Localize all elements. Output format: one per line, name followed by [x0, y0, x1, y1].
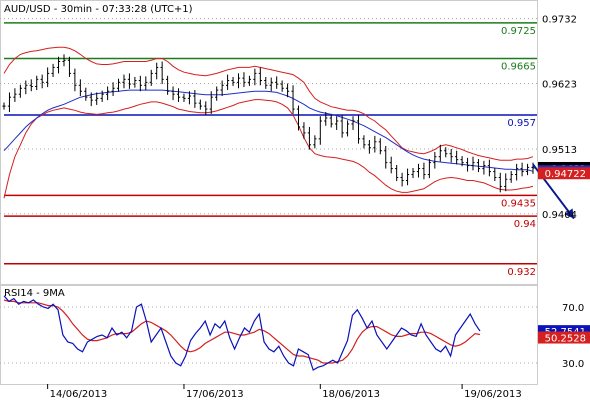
price-tag-box [538, 167, 590, 180]
x-tick-label: 19/06/2013 [464, 389, 522, 400]
level-label: 0.9665 [501, 62, 536, 73]
level-label: 0.9435 [501, 198, 536, 209]
price-levels: 0.9725 0.9665 0.957 0.9435 0.94 0.932 [4, 22, 537, 278]
price-tick-label: 0.9513 [542, 145, 577, 156]
rsi-panel: 70.030.052.754150.2528 [0, 295, 590, 371]
price-grid [0, 18, 537, 215]
x-tick-label: 17/06/2013 [186, 389, 244, 400]
rsi-tag-box [538, 331, 590, 344]
level-label: 0.94 [514, 219, 536, 230]
x-tick-label: 18/06/2013 [322, 389, 380, 400]
x-axis: 14/06/2013 17/06/2013 18/06/2013 19/06/2013 [47, 384, 522, 400]
rsi-signal-line [3, 299, 481, 364]
price-axis: 0.97320.96230.95130.94040.94810.947550.9… [538, 15, 590, 221]
rsi-panel-label: RSI14 - 9MA [4, 288, 65, 299]
level-label: 0.932 [507, 267, 536, 278]
chart-title: AUD/USD - 30min - 07:33:28 (UTC+1) [4, 4, 193, 15]
x-tick-label: 14/06/2013 [50, 389, 108, 400]
level-label: 0.957 [507, 118, 536, 129]
rsi-tag: 50.2528 [545, 334, 586, 345]
price-tick-label: 0.9623 [542, 80, 577, 91]
moving-average-line [3, 89, 534, 172]
price-tag: 0.94722 [545, 169, 586, 180]
bollinger-upper-line [3, 46, 534, 161]
price-tick-label: 0.9404 [542, 210, 577, 221]
level-label: 0.9725 [501, 26, 536, 37]
price-tick-label: 0.9732 [542, 15, 577, 26]
rsi-tick-label: 30.0 [562, 359, 584, 370]
bollinger-lower-line [3, 99, 534, 199]
forecast-arrow-head [564, 208, 574, 219]
rsi-line [3, 295, 481, 371]
price-series [2, 46, 575, 220]
rsi-tick-label: 70.0 [562, 303, 584, 314]
